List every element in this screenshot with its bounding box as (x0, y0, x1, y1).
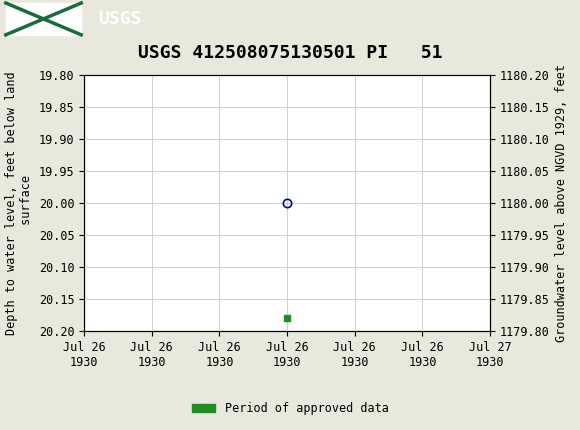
Y-axis label: Depth to water level, feet below land
 surface: Depth to water level, feet below land su… (5, 71, 33, 335)
Text: USGS: USGS (99, 10, 142, 28)
Bar (6, 3, 81, 35)
Y-axis label: Groundwater level above NGVD 1929, feet: Groundwater level above NGVD 1929, feet (555, 64, 568, 342)
Legend: Period of approved data: Period of approved data (187, 397, 393, 420)
Text: USGS 412508075130501 PI   51: USGS 412508075130501 PI 51 (138, 44, 442, 62)
